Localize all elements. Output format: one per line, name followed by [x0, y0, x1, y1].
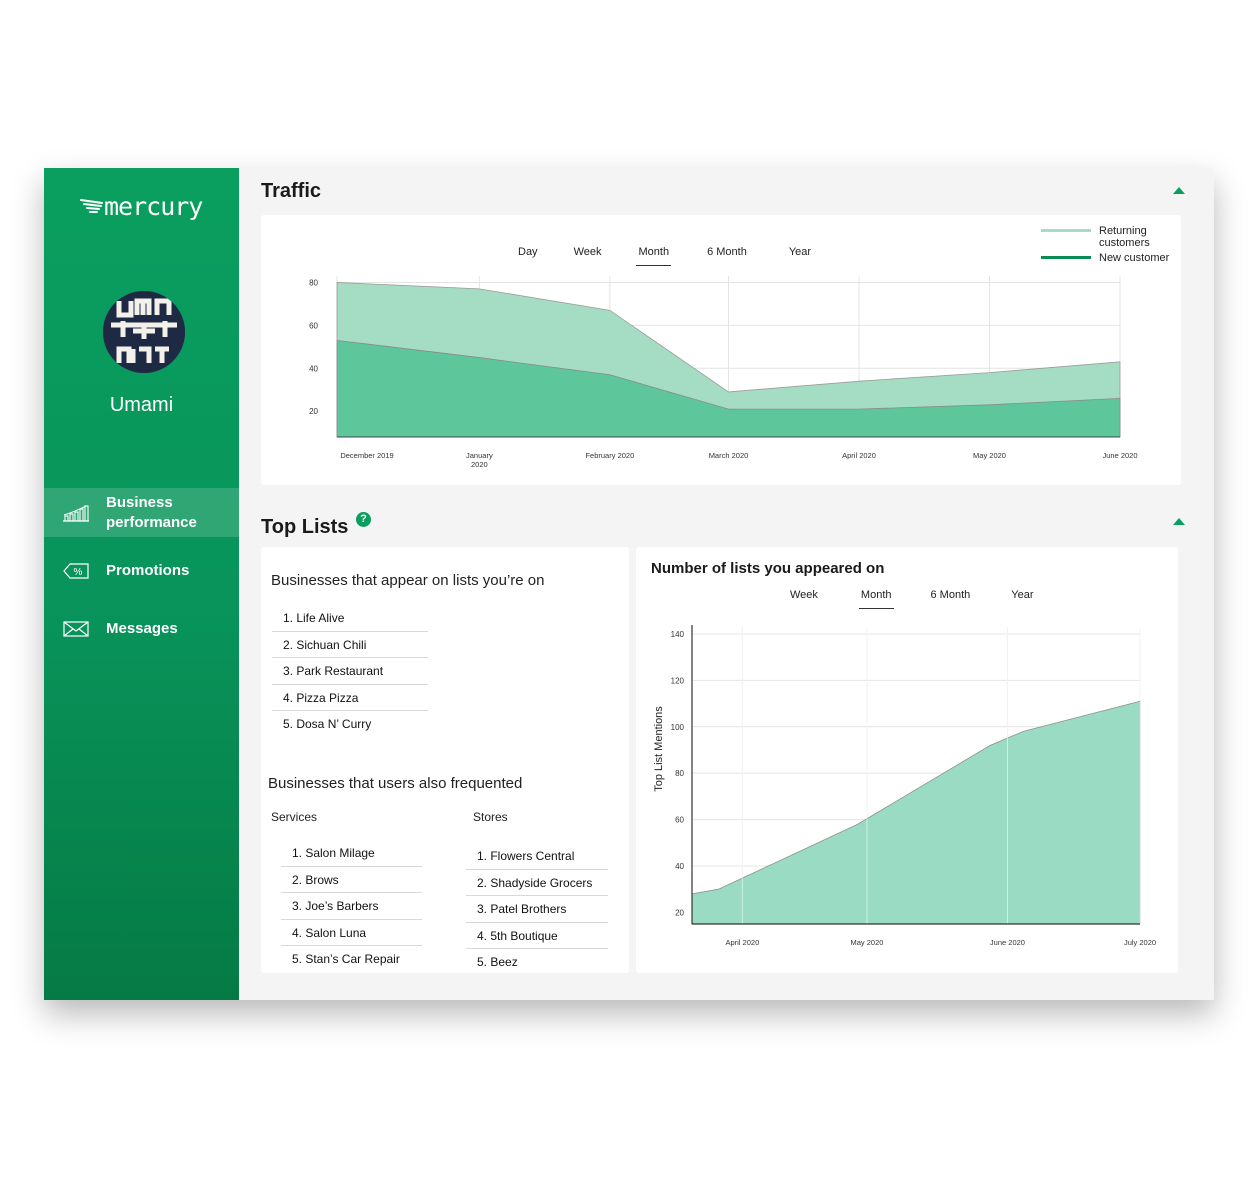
stores-heading: Stores — [473, 810, 508, 824]
area-series-mentions — [691, 700, 1141, 925]
svg-text:%: % — [74, 567, 83, 578]
lists-chart-card: Number of lists you appeared on Week Mon… — [636, 547, 1178, 973]
x-tick-label: May 2020 — [850, 938, 883, 947]
traffic-tabs: Day Week Month 6 Month Year — [518, 246, 811, 266]
list-item[interactable]: 4. Salon Luna — [281, 920, 422, 947]
area-series-new — [336, 339, 1121, 438]
sidebar-item-label: Messages — [106, 619, 178, 637]
y-tick-label: 120 — [671, 676, 685, 685]
tab-month[interactable]: Month — [636, 246, 671, 266]
lists-chart-tabs: Week Month 6 Month Year — [790, 589, 1033, 609]
sidebar-item-promotions[interactable]: % Promotions — [44, 546, 239, 595]
traffic-title: Traffic — [261, 180, 322, 202]
list-item[interactable]: 4. 5th Boutique — [466, 923, 608, 950]
wing-icon — [80, 198, 103, 213]
services-list: 1. Salon Milage 2. Brows 3. Joe’s Barber… — [281, 840, 422, 973]
list-item[interactable]: 3. Joe’s Barbers — [281, 893, 422, 920]
legend-label: Returning customers — [1099, 225, 1150, 249]
services-heading: Services — [271, 810, 318, 824]
percent-tag-icon: % — [62, 561, 90, 581]
frequented-heading: Businesses that users also frequented — [268, 775, 523, 792]
brand-name: mercury — [104, 192, 203, 221]
envelope-icon — [62, 619, 90, 639]
x-tick-label: May 2020 — [973, 451, 1006, 460]
legend-swatch — [1041, 256, 1091, 259]
avatar[interactable] — [103, 291, 185, 373]
x-tick-label: April 2020 — [725, 938, 759, 947]
y-tick-label: 20 — [309, 407, 318, 416]
x-tick-label: December 2019 — [340, 451, 393, 460]
traffic-collapse-toggle[interactable] — [1173, 187, 1185, 194]
list-item[interactable]: 1. Flowers Central — [466, 843, 608, 870]
tab-week[interactable]: Week — [573, 246, 602, 258]
traffic-legend: Returning customers New customer — [1041, 225, 1179, 267]
list-item[interactable]: 3. Patel Brothers — [466, 896, 608, 923]
y-tick-label: 80 — [675, 769, 684, 778]
list-item[interactable]: 3. Park Restaurant — [272, 658, 428, 685]
tab-week[interactable]: Week — [790, 589, 818, 601]
x-tick-label: January — [466, 451, 493, 460]
y-tick-label: 140 — [671, 630, 685, 639]
list-item[interactable]: 4. Pizza Pizza — [272, 685, 428, 712]
y-tick-label: 40 — [675, 862, 684, 871]
appear-list: 1. Life Alive 2. Sichuan Chili 3. Park R… — [272, 605, 428, 738]
stores-list: 1. Flowers Central 2. Shadyside Grocers … — [466, 843, 608, 976]
y-tick-label: 60 — [309, 321, 318, 330]
app-window: mercury Umami — [44, 168, 1214, 1000]
list-item[interactable]: 2. Shadyside Grocers — [466, 870, 608, 897]
tab-year[interactable]: Year — [1011, 589, 1034, 601]
list-item[interactable]: 5. Stan’s Car Repair — [292, 952, 400, 967]
tab-year[interactable]: Year — [788, 246, 812, 258]
y-tick-label: 60 — [675, 816, 684, 825]
help-icon[interactable]: ? — [356, 512, 371, 527]
y-tick-label: 40 — [309, 364, 318, 373]
list-item[interactable]: 5. Dosa N’ Curry — [283, 717, 372, 732]
lists-chart: 20 40 60 80 100 120 140 April 2020 May 2020 June … — [653, 625, 1156, 947]
sidebar-item-messages[interactable]: Messages — [44, 604, 239, 653]
x-tick-label: March 2020 — [709, 451, 749, 460]
y-tick-label: 20 — [675, 908, 684, 917]
tab-6-month[interactable]: 6 Month — [707, 246, 747, 258]
sidebar-item-label: Promotions — [106, 561, 190, 579]
traffic-card: Day Week Month 6 Month Year Returning cu… — [261, 215, 1181, 485]
y-axis-title: Top List Mentions — [653, 706, 665, 792]
list-item[interactable]: 1. Salon Milage — [281, 840, 422, 867]
x-tick-label: February 2020 — [585, 451, 634, 460]
legend-label: New customer — [1099, 252, 1170, 264]
y-tick-label: 100 — [671, 723, 685, 732]
list-item[interactable]: 2. Brows — [281, 867, 422, 894]
legend-item-new: New customer — [1041, 252, 1179, 264]
lists-chart-title: Number of lists you appeared on — [651, 560, 885, 577]
legend-swatch — [1041, 229, 1091, 232]
lists-card: Businesses that appear on lists you’re o… — [261, 547, 629, 973]
list-item[interactable]: 1. Life Alive — [272, 605, 428, 632]
x-tick-label: June 2020 — [990, 938, 1025, 947]
list-item[interactable]: 5. Beez — [477, 955, 518, 970]
toplists-collapse-toggle[interactable] — [1173, 518, 1185, 525]
tab-6-month[interactable]: 6 Month — [930, 589, 971, 601]
bar-chart-icon — [62, 503, 90, 523]
sidebar-item-business-performance[interactable]: Business performance — [44, 488, 239, 537]
list-item[interactable]: 2. Sichuan Chili — [272, 632, 428, 659]
sidebar-item-label: Business performance — [106, 493, 197, 531]
sidebar: mercury Umami — [44, 168, 239, 1000]
legend-item-returning: Returning customers — [1041, 225, 1179, 249]
x-tick-label: April 2020 — [842, 451, 876, 460]
y-tick-label: 80 — [309, 278, 318, 287]
x-tick-label: July 2020 — [1124, 938, 1156, 947]
appear-heading: Businesses that appear on lists you’re o… — [271, 572, 545, 589]
toplists-title: Top Lists — [261, 516, 349, 538]
main-content: Traffic Day Week Month 6 Month Year Retu… — [239, 168, 1214, 1000]
sidebar-nav: Business performance % Promotions — [44, 488, 239, 662]
profile-name: Umami — [109, 394, 174, 416]
tab-day[interactable]: Day — [518, 246, 538, 258]
brand-logo[interactable]: mercury — [80, 192, 203, 221]
umami-logo-icon — [103, 291, 185, 373]
x-tick-label: June 2020 — [1102, 451, 1137, 460]
tab-month[interactable]: Month — [858, 589, 894, 609]
x-tick-label: 2020 — [471, 460, 488, 469]
